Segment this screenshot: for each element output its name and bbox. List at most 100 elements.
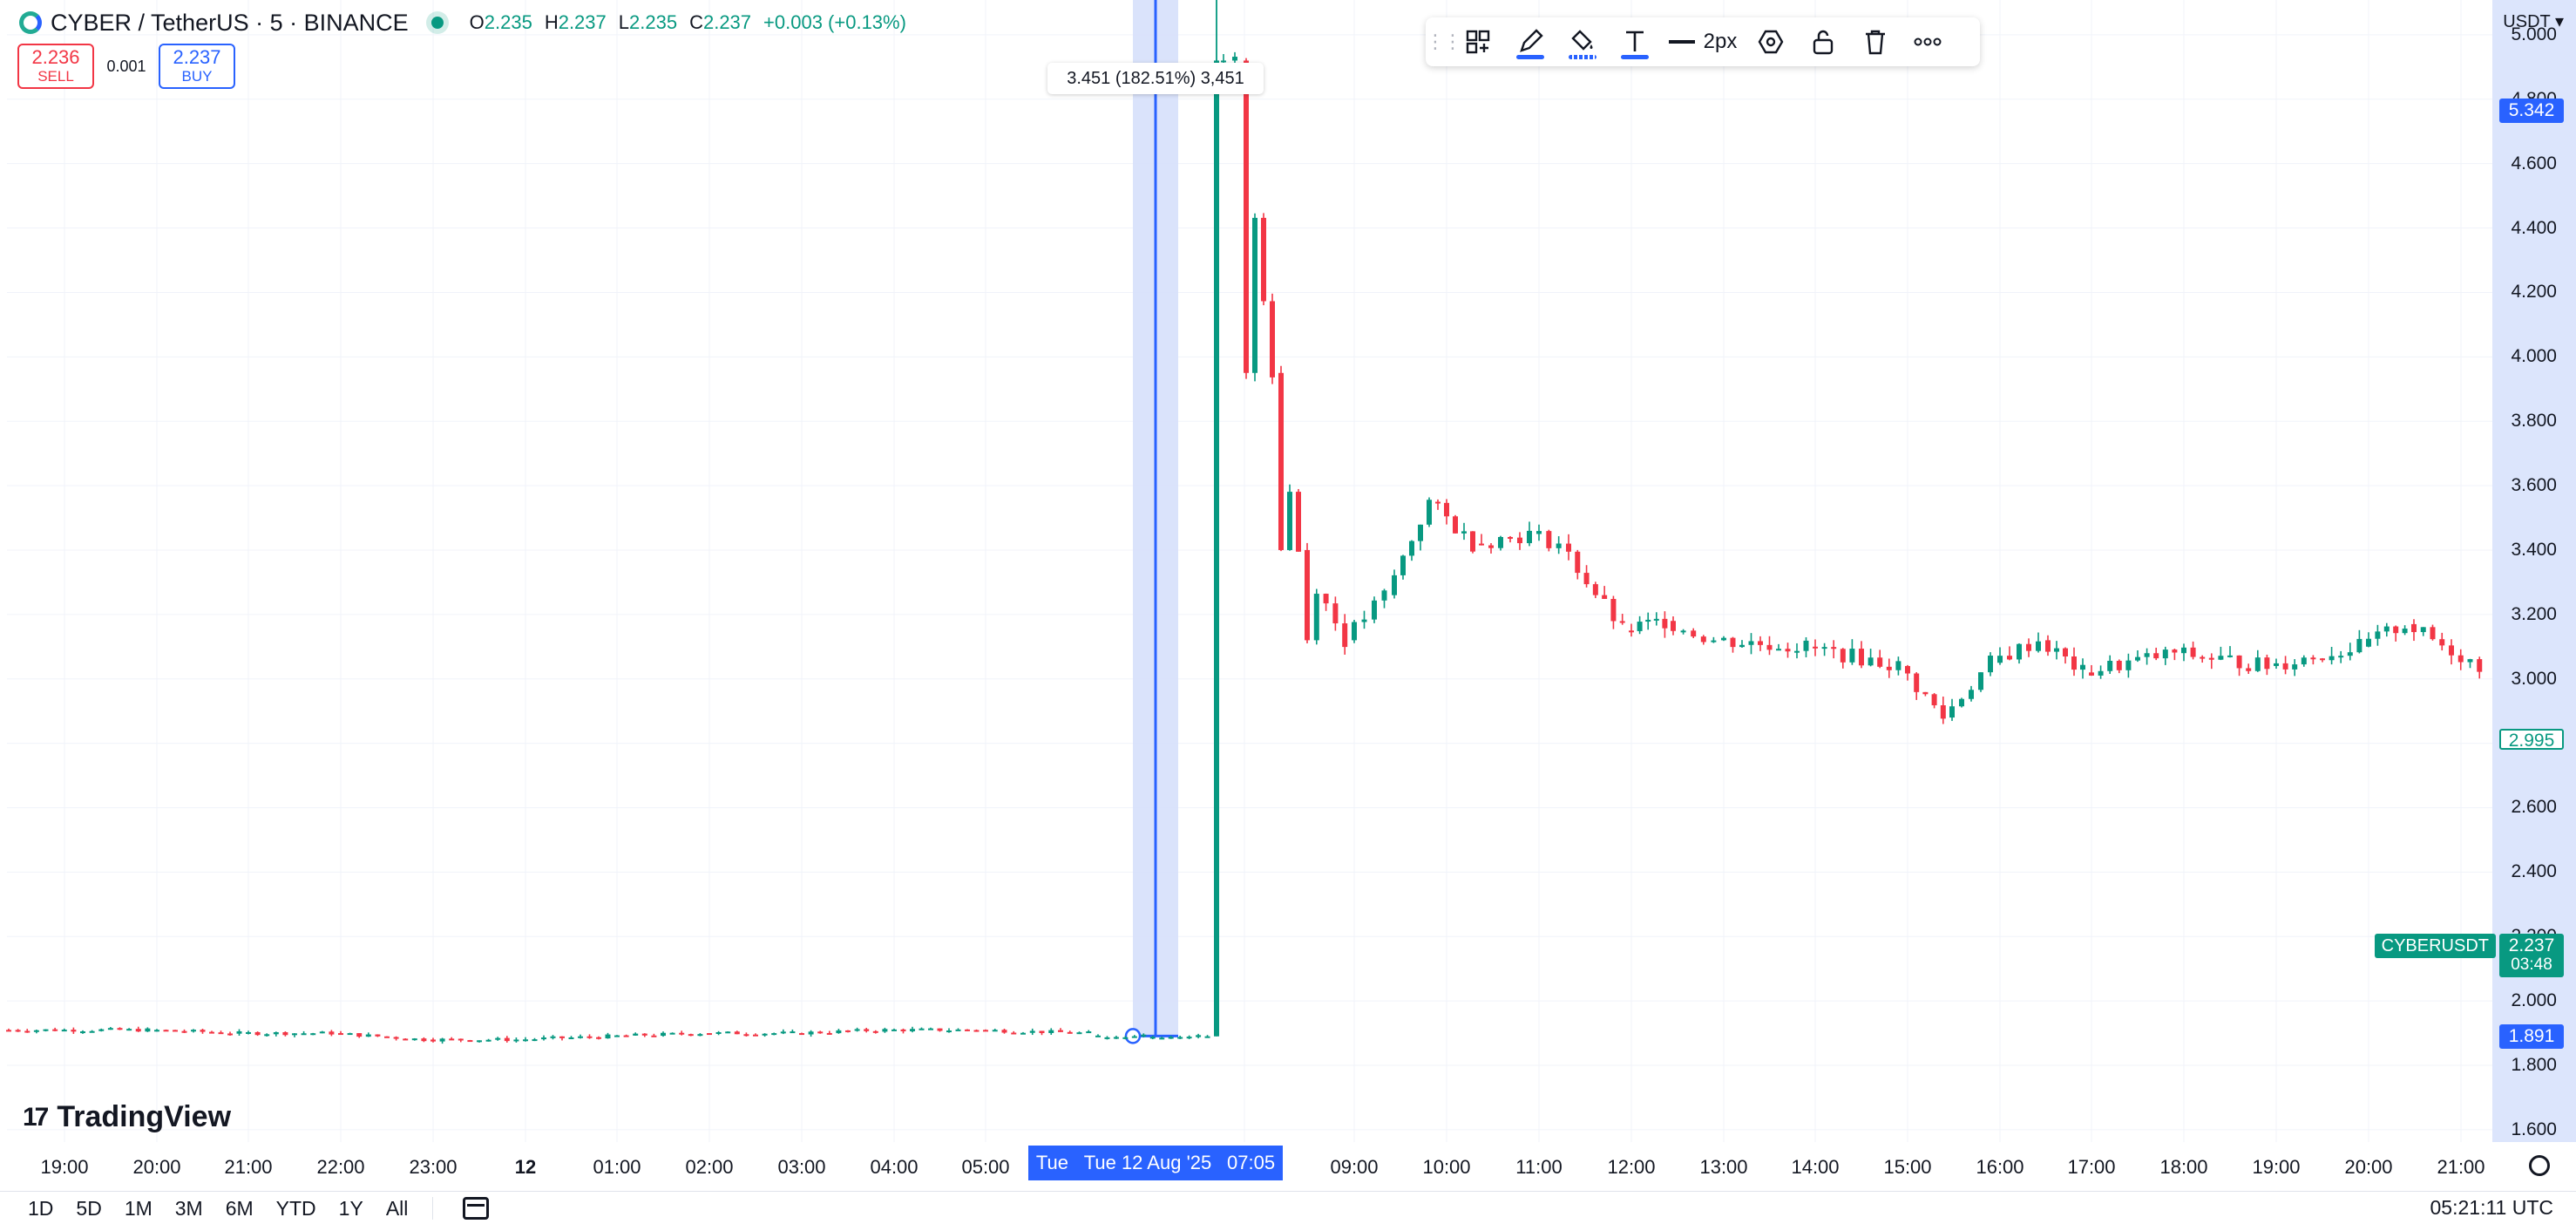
candle-body xyxy=(1470,531,1475,552)
candle xyxy=(1278,365,1284,552)
tradingview-logo[interactable]: 17 TradingView xyxy=(23,1100,231,1134)
price-axis-label: 2.000 xyxy=(2511,990,2557,1011)
candle xyxy=(1113,1036,1119,1039)
candle-body xyxy=(15,1030,21,1032)
range-start-label: Tue xyxy=(1035,1152,1068,1173)
candle xyxy=(790,1029,796,1034)
candle xyxy=(983,1029,988,1032)
settings-icon[interactable] xyxy=(1745,17,1797,66)
candle-body xyxy=(1305,549,1310,641)
candle xyxy=(1988,652,1993,677)
candle-body xyxy=(319,1031,325,1034)
time-axis-label: 21:00 xyxy=(224,1156,273,1178)
utc-clock[interactable]: 05:21:11 UTC xyxy=(2430,1196,2553,1219)
trash-icon[interactable] xyxy=(1849,17,1901,66)
candle xyxy=(1261,213,1266,306)
candle xyxy=(641,1033,647,1037)
candle xyxy=(1969,685,1974,702)
candle xyxy=(1232,51,1237,64)
candle-body xyxy=(1076,1032,1082,1035)
fill-color-icon[interactable] xyxy=(1556,17,1609,66)
candle-body xyxy=(513,1039,519,1042)
range-1d-button[interactable]: 1D xyxy=(28,1196,54,1220)
time-axis-label: 12:00 xyxy=(1607,1156,1656,1178)
candle-body xyxy=(1444,502,1449,517)
drag-grip-icon[interactable]: ⋮⋮ xyxy=(1426,31,1462,52)
candle-body xyxy=(2375,631,2381,639)
settings-gear-icon[interactable] xyxy=(2529,1155,2550,1176)
candle-body xyxy=(1895,661,1901,670)
candle xyxy=(955,1028,961,1031)
text-color-icon[interactable] xyxy=(1609,17,1661,66)
buy-button[interactable]: 2.237 BUY xyxy=(159,44,235,89)
price-axis-label: 4.400 xyxy=(2511,217,2557,238)
candle xyxy=(2254,649,2261,672)
candle-body xyxy=(2329,656,2335,661)
symbol-title[interactable]: CYBER / TetherUS · 5 · BINANCE xyxy=(51,9,409,36)
range-1m-button[interactable]: 1M xyxy=(124,1196,153,1220)
sell-button[interactable]: 2.236 SELL xyxy=(17,44,94,89)
candle-body xyxy=(2017,643,2022,660)
time-axis-label: 14:00 xyxy=(1791,1156,1840,1178)
candle xyxy=(1461,522,1467,541)
pencil-icon[interactable] xyxy=(1504,17,1556,66)
line-width-selector[interactable]: 2px xyxy=(1661,17,1745,66)
candle xyxy=(2071,647,2077,677)
candle-body xyxy=(1113,1037,1119,1039)
candle-body xyxy=(2383,626,2390,632)
range-ytd-button[interactable]: YTD xyxy=(275,1196,316,1220)
range-5d-button[interactable]: 5D xyxy=(76,1196,102,1220)
candle xyxy=(1418,524,1423,551)
candle-body xyxy=(430,1039,436,1042)
candle xyxy=(485,1038,491,1042)
more-icon[interactable] xyxy=(1901,17,1954,66)
time-axis-label: 09:00 xyxy=(1330,1156,1379,1178)
range-date-label: Tue 12 Aug '25 xyxy=(1083,1152,1212,1173)
range-3m-button[interactable]: 3M xyxy=(174,1196,203,1220)
candle xyxy=(1997,647,2003,665)
time-axis-label: 20:00 xyxy=(2344,1156,2393,1178)
candle-body xyxy=(1978,672,1983,690)
candle xyxy=(1575,549,1581,580)
candle xyxy=(2282,656,2288,675)
candle-body xyxy=(1831,647,1837,649)
candle-body xyxy=(2153,653,2159,659)
candle xyxy=(1905,664,1910,681)
candle xyxy=(2153,647,2159,661)
candle xyxy=(2439,632,2445,651)
candle-body xyxy=(1261,217,1266,302)
candle-body xyxy=(2200,656,2206,659)
time-axis-label: 16:00 xyxy=(1976,1156,2024,1178)
candle-body xyxy=(872,1030,878,1033)
candle xyxy=(430,1037,436,1043)
range-6m-button[interactable]: 6M xyxy=(225,1196,254,1220)
candle xyxy=(1766,636,1773,656)
calendar-icon[interactable] xyxy=(463,1197,490,1220)
candle-body xyxy=(1086,1031,1092,1034)
candle xyxy=(1039,1030,1045,1036)
templates-icon[interactable] xyxy=(1452,17,1504,66)
candle xyxy=(586,1034,593,1039)
candle xyxy=(181,1029,187,1033)
time-axis-label: 02:00 xyxy=(685,1156,734,1178)
low-key: L xyxy=(618,11,630,33)
candle xyxy=(310,1032,316,1036)
candle-body xyxy=(946,1030,952,1033)
candle xyxy=(2107,655,2113,675)
candle xyxy=(2036,632,2041,653)
candle xyxy=(928,1027,933,1030)
range-1y-button[interactable]: 1Y xyxy=(338,1196,363,1220)
candle xyxy=(439,1037,445,1044)
candle xyxy=(1721,636,1726,642)
lock-icon[interactable] xyxy=(1797,17,1849,66)
candle-body xyxy=(1877,657,1883,667)
price-chart[interactable] xyxy=(0,0,2576,1191)
currency-selector[interactable]: USDT ▾ xyxy=(2503,10,2564,32)
candle-body xyxy=(2125,660,2132,670)
candle-body xyxy=(1214,60,1219,63)
candle-body xyxy=(1095,1035,1101,1037)
range-all-button[interactable]: All xyxy=(385,1196,409,1220)
line-width-label: 2px xyxy=(1703,30,1738,53)
candle-body xyxy=(411,1038,417,1041)
candle-body xyxy=(1313,594,1319,641)
